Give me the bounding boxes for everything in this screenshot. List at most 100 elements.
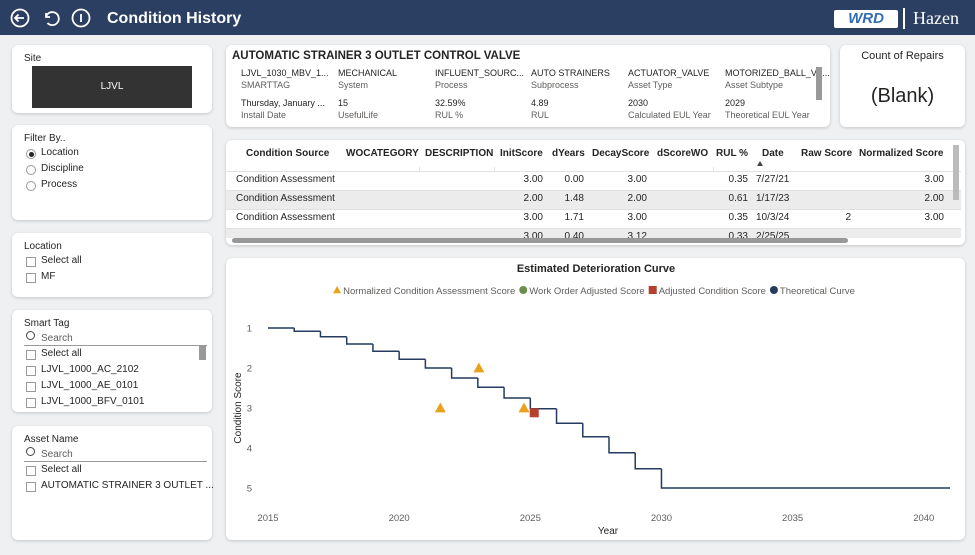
triangle-marker bbox=[333, 286, 342, 294]
site-selector[interactable]: LJVL bbox=[32, 66, 192, 108]
filter-panel: Smart Tag Search Select all LJVL_1000_AC_21… bbox=[12, 310, 212, 412]
column-header[interactable]: Raw Score bbox=[801, 148, 853, 159]
checkbox[interactable] bbox=[26, 366, 36, 376]
column-header[interactable]: WOCATEGORY bbox=[346, 148, 419, 159]
field-label: UsefulLife bbox=[338, 110, 379, 120]
info-button[interactable] bbox=[71, 8, 91, 28]
table-row[interactable] bbox=[226, 228, 961, 238]
option-label[interactable]: LJVL_1000_AC_2102 bbox=[41, 364, 139, 375]
column-header[interactable]: RUL % bbox=[716, 148, 749, 159]
column-header[interactable]: Date bbox=[762, 148, 784, 159]
table-card: Condition Source WOCATEGORY DESCRIPTION Ini… bbox=[226, 140, 965, 245]
table-cell: Condition Assessment bbox=[236, 174, 335, 185]
curve-step bbox=[372, 344, 400, 352]
table-cell: 2.00 bbox=[627, 193, 647, 204]
table-cell: 3.00 bbox=[523, 212, 543, 223]
field-label: Calculated EUL Year bbox=[628, 110, 711, 120]
triangle-marker bbox=[434, 402, 446, 413]
table-cell: 3.12 bbox=[627, 231, 647, 238]
table-row[interactable] bbox=[226, 190, 961, 210]
option-label[interactable]: Select all bbox=[41, 464, 82, 475]
option-label[interactable]: MF bbox=[41, 271, 56, 282]
column-header[interactable]: Normalized Score bbox=[859, 148, 944, 159]
panel-title: Site bbox=[24, 53, 42, 64]
column-header[interactable]: dYears bbox=[552, 148, 585, 159]
curve-step bbox=[450, 368, 478, 379]
circle-marker bbox=[519, 286, 528, 294]
asset-title: AUTOMATIC STRAINER 3 OUTLET CONTROL VALV… bbox=[232, 50, 521, 62]
search-box[interactable]: Search bbox=[41, 449, 73, 460]
option-label[interactable]: Select all bbox=[41, 255, 82, 266]
table-row[interactable] bbox=[226, 171, 961, 191]
option-label[interactable]: Process bbox=[41, 179, 78, 190]
back-button[interactable] bbox=[10, 8, 30, 28]
option-label[interactable]: Select all bbox=[41, 348, 82, 359]
checkbox[interactable] bbox=[26, 350, 36, 360]
table-cell: 1.48 bbox=[564, 193, 584, 204]
field-label: RUL bbox=[531, 110, 550, 120]
table-cell: 2.00 bbox=[924, 193, 944, 204]
field-value: INFLUENT_SOURC... bbox=[435, 68, 525, 78]
checkbox[interactable] bbox=[26, 466, 36, 476]
y-tick-label: 1 bbox=[247, 324, 252, 335]
table-cell: 1.71 bbox=[564, 212, 584, 223]
search-box[interactable]: Search bbox=[41, 333, 73, 344]
field-label: Subprocess bbox=[531, 80, 579, 90]
chart-title: Estimated Deterioration Curve bbox=[517, 263, 675, 275]
column-header[interactable]: dScoreWO bbox=[657, 148, 709, 159]
curve-step bbox=[477, 378, 505, 388]
column-header[interactable]: DecayScore bbox=[592, 148, 650, 159]
column-header[interactable]: InitScore bbox=[500, 148, 543, 159]
radio-button[interactable] bbox=[26, 149, 36, 159]
curve-step bbox=[293, 328, 321, 332]
checkbox[interactable] bbox=[26, 482, 36, 492]
triangle-marker bbox=[473, 362, 485, 373]
panel-title: Filter By.. bbox=[24, 133, 66, 144]
y-tick-label: 3 bbox=[247, 404, 252, 415]
option-label[interactable]: LJVL_1000_AE_0101 bbox=[41, 380, 139, 391]
option-label[interactable]: Discipline bbox=[41, 163, 84, 174]
legend-label: Adjusted Condition Score bbox=[659, 286, 766, 297]
radio-dot bbox=[28, 151, 34, 157]
field-label: System bbox=[338, 80, 369, 90]
checkbox[interactable] bbox=[26, 273, 36, 283]
legend-label: Normalized Condition Assessment Score bbox=[343, 286, 515, 297]
table-cell: 7/27/21 bbox=[756, 174, 790, 185]
option-label[interactable]: Location bbox=[41, 147, 79, 158]
column-header[interactable]: Condition Source bbox=[246, 148, 330, 159]
square-marker bbox=[529, 408, 539, 418]
radio-button[interactable] bbox=[26, 165, 36, 175]
table-cell: 3.00 bbox=[523, 231, 543, 238]
undo-button[interactable] bbox=[45, 11, 60, 26]
y-tick-label: 5 bbox=[247, 484, 252, 495]
field-value: 2030 bbox=[628, 98, 649, 108]
table-cell: Condition Assessment bbox=[236, 212, 335, 223]
table-cell: 3.00 bbox=[627, 212, 647, 223]
square-marker bbox=[648, 286, 657, 294]
triangle-marker bbox=[518, 402, 530, 413]
option-label[interactable]: LJVL_1000_BFV_0101 bbox=[41, 396, 145, 407]
checkbox[interactable] bbox=[26, 382, 36, 392]
curve-step bbox=[529, 398, 557, 410]
checkbox[interactable] bbox=[26, 398, 36, 408]
y-tick-label: 2 bbox=[247, 364, 252, 375]
legend-label: Work Order Adjusted Score bbox=[529, 286, 644, 297]
table-cell: 3.00 bbox=[627, 174, 647, 185]
search-icon bbox=[26, 447, 35, 456]
table-cell: 3.00 bbox=[523, 174, 543, 185]
option-label[interactable]: AUTOMATIC STRAINER 3 OUTLET ... bbox=[41, 480, 214, 491]
x-tick-label: 2015 bbox=[257, 513, 278, 524]
table-cell: 10/3/24 bbox=[756, 212, 790, 223]
table-row[interactable] bbox=[226, 209, 961, 229]
column-header[interactable]: DESCRIPTION bbox=[425, 148, 494, 159]
radio-button[interactable] bbox=[26, 181, 36, 191]
header-icons bbox=[10, 8, 91, 28]
table-cell: 0.40 bbox=[564, 231, 584, 238]
hazen-logo: Hazen bbox=[913, 8, 959, 28]
panel-title: Smart Tag bbox=[24, 318, 70, 329]
checkbox[interactable] bbox=[26, 257, 36, 267]
card-value: (Blank) bbox=[870, 85, 935, 107]
x-tick-label: 2035 bbox=[782, 513, 803, 524]
scrollbar bbox=[816, 67, 822, 100]
